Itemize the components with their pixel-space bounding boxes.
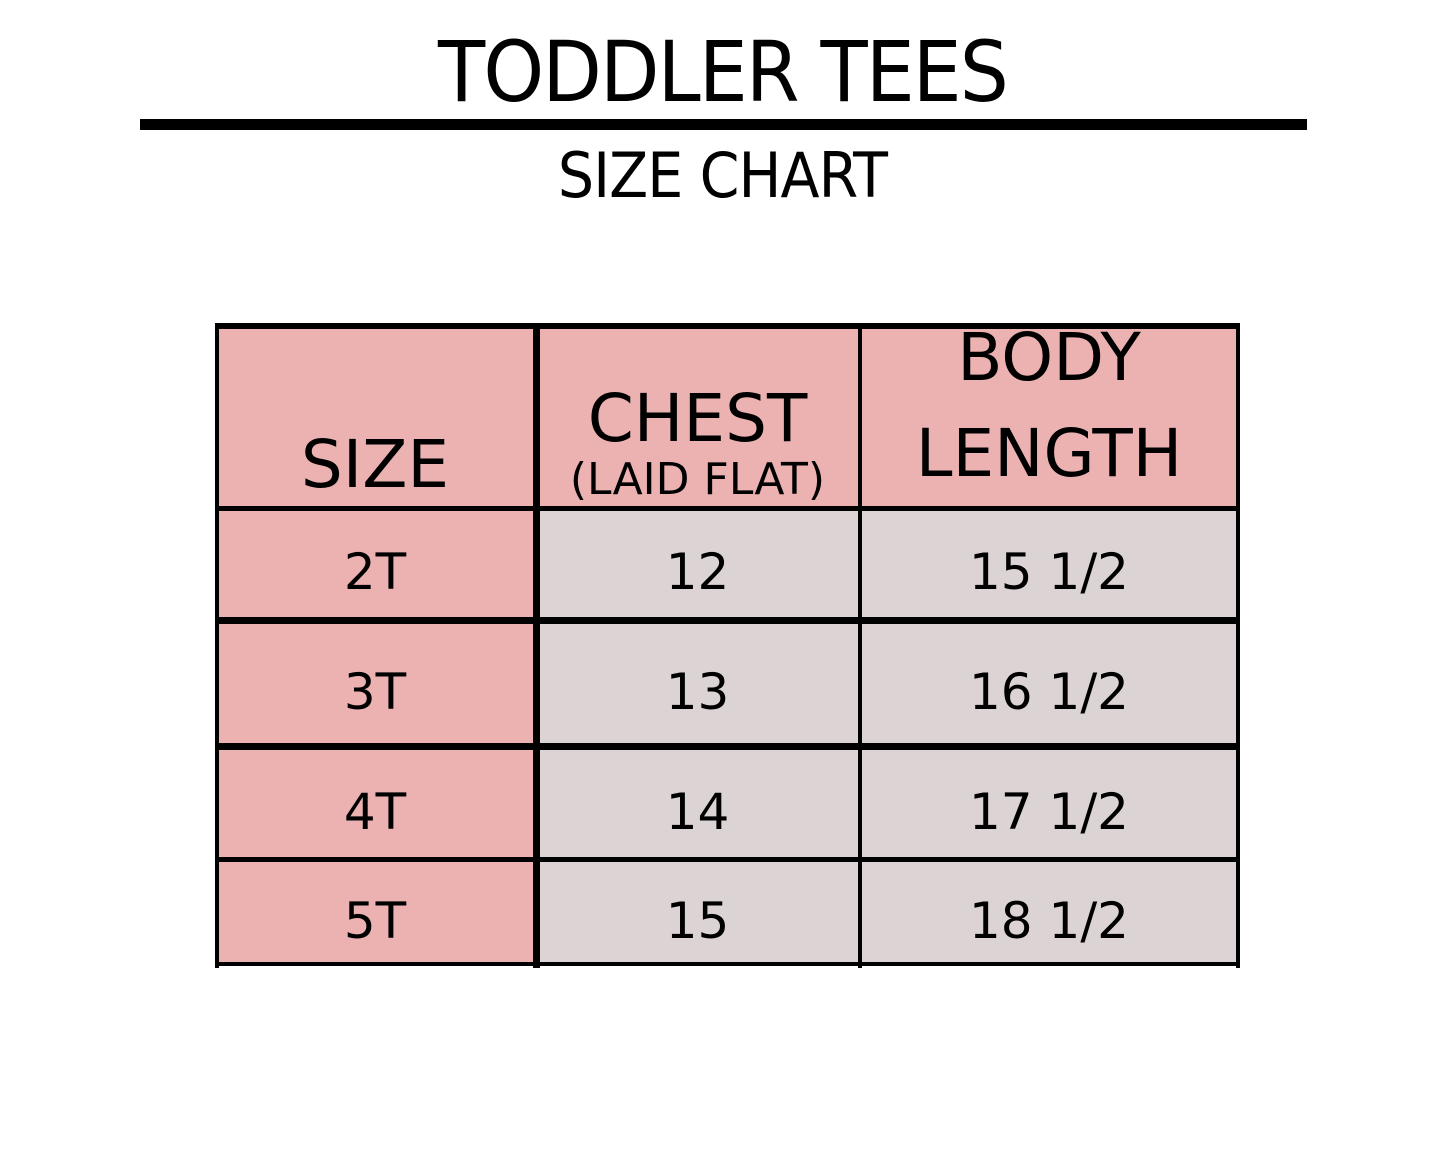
header-size-label: SIZE bbox=[300, 426, 450, 503]
cell-chest: 15 bbox=[535, 860, 860, 965]
header-chest-label: CHEST bbox=[587, 380, 808, 457]
cell-chest: 14 bbox=[535, 747, 860, 860]
grid-line bbox=[533, 323, 537, 968]
cell-length: 16 1/2 bbox=[860, 620, 1238, 747]
header-size: SIZE bbox=[215, 323, 535, 508]
header-body-label: BODY bbox=[957, 319, 1141, 396]
grid-line bbox=[536, 323, 540, 968]
cell-size: 4T bbox=[215, 747, 535, 860]
header-chest-sublabel: (LAID FLAT) bbox=[569, 454, 826, 505]
header-body-length: BODY LENGTH bbox=[860, 319, 1238, 508]
cell-size: 5T bbox=[215, 860, 535, 965]
grid-line bbox=[215, 506, 1240, 511]
grid-line bbox=[215, 617, 1240, 624]
grid-line bbox=[215, 323, 219, 968]
title-divider bbox=[140, 119, 1307, 130]
header-length-label: LENGTH bbox=[915, 415, 1183, 492]
grid-line bbox=[1236, 323, 1240, 968]
header-chest: CHEST (LAID FLAT) bbox=[535, 323, 860, 508]
page-subtitle: SIZE CHART bbox=[557, 139, 888, 212]
grid-line bbox=[215, 962, 1240, 966]
cell-size: 3T bbox=[215, 620, 535, 747]
cell-size: 2T bbox=[215, 508, 535, 620]
cell-chest: 13 bbox=[535, 620, 860, 747]
cell-chest: 12 bbox=[535, 508, 860, 620]
cell-length: 15 1/2 bbox=[860, 508, 1238, 620]
grid-line bbox=[215, 323, 1240, 329]
page-title: TODDLER TEES bbox=[437, 23, 1009, 121]
cell-length: 18 1/2 bbox=[860, 860, 1238, 965]
grid-line bbox=[858, 323, 862, 968]
grid-line bbox=[215, 743, 1240, 750]
cell-length: 17 1/2 bbox=[860, 747, 1238, 860]
grid-line bbox=[215, 857, 1240, 862]
